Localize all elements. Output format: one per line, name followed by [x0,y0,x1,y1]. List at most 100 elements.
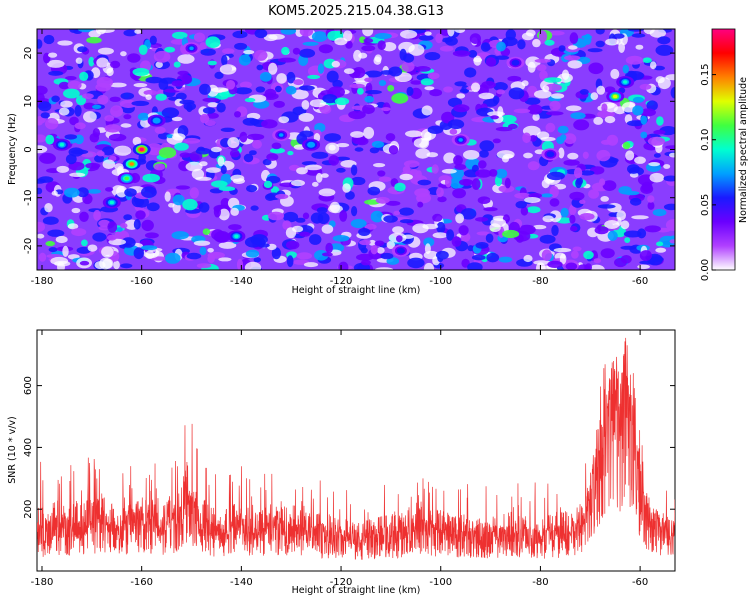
heatmap-noise-blob [375,196,390,204]
heatmap-noise-blob [334,97,350,106]
heatmap-noise-blob [244,261,262,270]
heatmap-noise-blob [69,172,86,177]
heatmap-noise-blob [96,57,109,68]
heatmap-noise-blob [104,124,122,133]
heatmap-noise-blob [471,178,481,190]
heatmap-noise-blob [311,31,328,42]
heatmap-noise-blob [218,186,236,191]
heatmap-noise-blob [173,61,181,68]
heatmap-noise-blob [463,150,480,160]
heatmap-noise-blob [357,87,364,95]
heatmap-noise-blob [277,57,296,63]
heatmap-noise-blob [193,32,206,43]
heatmap-noise-blob [588,264,605,270]
heatmap-noise-blob [513,108,531,114]
heatmap-noise-blob [541,179,550,189]
snr-x-tick-label: -80 [532,577,548,588]
heatmap-noise-blob [350,218,367,229]
heatmap-noise-blob [423,250,439,260]
heatmap-noise-blob [69,116,79,126]
heatmap-noise-blob [77,46,88,53]
heatmap-noise-blob [134,29,142,34]
heatmap-noise-blob [475,169,492,178]
heatmap-noise-blob [406,86,414,96]
heatmap-noise-blob [199,83,211,95]
heatmap-noise-blob [649,29,666,38]
snr-y-axis: 200 400 600 [23,376,675,519]
heatmap-noise-blob [88,56,95,67]
heatmap-noise-blob [301,100,310,110]
heatmap-noise-blob [205,167,221,173]
heatmap-noise-blob [549,100,561,111]
snr-x-tick-label: -160 [130,577,153,588]
heatmap-noise-blob [172,194,185,206]
heatmap-noise-blob [250,205,259,211]
heatmap-hotspot [616,76,635,88]
heatmap-noise-blob [292,47,301,55]
heatmap-noise-blob [393,210,401,216]
heatmap-noise-blob [480,42,491,52]
heatmap-noise-blob [345,191,355,200]
heatmap-noise-blob [243,153,254,163]
heatmap-noise-blob [64,134,78,140]
heatmap-noise-blob [475,217,489,222]
heatmap-x-tick-label: -160 [130,276,153,287]
heatmap-noise-blob [60,100,73,108]
heatmap-noise-blob [254,49,268,61]
heatmap-noise-blob [503,154,514,159]
heatmap-noise-blob [236,258,244,270]
heatmap-noise-blob [199,246,207,256]
heatmap-noise-blob [101,246,114,258]
heatmap-noise-blob [324,133,341,142]
heatmap-noise-blob [42,216,59,225]
heatmap-noise-blob [374,33,392,40]
heatmap-noise-blob [378,176,392,182]
heatmap-noise-blob [588,62,604,75]
heatmap-noise-blob [426,152,439,158]
heatmap-noise-blob [595,29,605,35]
heatmap-noise-blob [226,80,236,90]
heatmap-noise-blob [502,36,518,47]
heatmap-noise-blob [353,49,362,62]
heatmap-noise-blob [93,209,101,221]
heatmap-noise-blob [471,254,486,261]
heatmap-noise-blob [336,167,346,173]
heatmap-hotspot [122,158,141,170]
colorbar-tick-label: 0.00 [700,259,711,281]
heatmap-noise-blob [590,92,599,100]
heatmap-noise-blob [107,221,118,233]
colorbar-tick-label: 0.10 [700,129,711,151]
heatmap-noise-blob [205,36,221,48]
heatmap-y-axis: -20 -10 0 10 20 [23,47,675,254]
heatmap-noise-blob [656,116,664,126]
heatmap-noise-blob [398,207,414,216]
heatmap-noise-blob [545,122,556,133]
heatmap-noise-blob [524,197,541,203]
heatmap-noise-blob [639,83,652,90]
heatmap-noise-blob [473,57,483,63]
heatmap-hotspot [302,138,321,151]
heatmap-noise-blob [196,263,212,269]
heatmap-noise-blob [37,120,43,126]
heatmap-noise-blob [350,164,358,176]
heatmap-noise-blob [270,147,285,154]
heatmap-noise-blob [587,48,603,53]
heatmap-noise-blob [637,228,647,239]
heatmap-noise-blob [541,249,552,261]
heatmap-noise-blob [593,258,602,264]
heatmap-noise-blob [79,71,89,81]
heatmap-y-tick-label: 20 [23,47,34,60]
heatmap-noise-blob [199,161,208,167]
heatmap-noise-blob [567,152,579,160]
heatmap-noise-blob [614,257,627,268]
heatmap-noise-blob [200,48,216,56]
heatmap-noise-blob [264,88,277,99]
heatmap-noise-blob [387,85,395,92]
heatmap-noise-blob [451,236,462,247]
heatmap-noise-blob [144,232,159,239]
heatmap-noise-blob [383,215,398,223]
heatmap-noise-blob [267,211,285,221]
heatmap-noise-blob [502,229,520,239]
heatmap-noise-blob [575,178,582,189]
heatmap-noise-blob [358,52,368,59]
